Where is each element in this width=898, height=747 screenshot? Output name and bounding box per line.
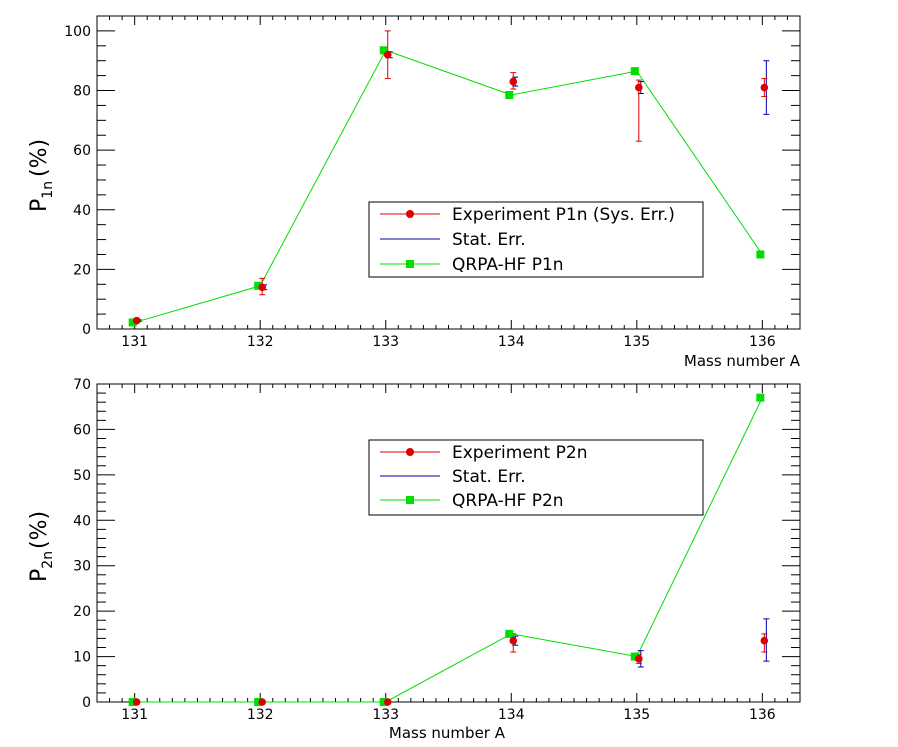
p2n-x-axis-title: Mass number A [389, 724, 506, 742]
p1n-qrpa-line [134, 49, 763, 323]
p1n-x-tick-label: 136 [749, 334, 776, 350]
p2n-y-tick-label: 30 [73, 559, 91, 575]
p1n-y-axis-title: P1n (%) [27, 139, 56, 212]
p1n-legend-exp-label: Experiment P1n (Sys. Err.) [452, 205, 675, 225]
p2n-x-tick-label: 131 [121, 707, 148, 723]
p2n-y-tick-label: 40 [73, 513, 91, 529]
p2n-y-axis-title-main: P [27, 569, 52, 582]
p1n-marks [128, 30, 770, 327]
p2n-plot-frame [96, 383, 801, 703]
p1n-experiment-point [383, 50, 392, 59]
p2n-experiment-point [509, 636, 518, 645]
p1n-qrpa-point [756, 250, 765, 259]
p1n-y-axis-title-main: P [27, 199, 52, 212]
p1n-x-tick-label: 133 [372, 334, 399, 350]
p1n-y-tick-label: 20 [73, 262, 91, 278]
p2n-y-tick-label: 70 [73, 377, 91, 393]
p1n-experiment-point [509, 77, 518, 86]
p2n-experiment-point [760, 636, 769, 645]
p2n-qrpa-point [756, 393, 765, 402]
p1n-ticks: 131 132 133 134 135 136 0 20 40 60 80 100 [64, 15, 801, 350]
p1n-y-axis-title-sub: 1n [40, 181, 56, 199]
p1n-x-tick-label: 131 [121, 334, 148, 350]
p2n-experiment-point [132, 698, 141, 706]
p1n-legend: Experiment P1n (Sys. Err.) Stat. Err. QR… [368, 201, 704, 278]
p2n-qrpa-point [128, 698, 137, 706]
p2n-legend-qrpa-marker [406, 496, 414, 504]
p2n-experiment-point [635, 655, 643, 663]
p1n-legend-qrpa-marker [406, 260, 414, 268]
p1n-x-tick-label: 134 [498, 334, 525, 350]
p1n-y-tick-label: 40 [73, 203, 91, 219]
p2n-x-tick-label: 134 [498, 707, 525, 723]
p2n-qrpa-line [134, 397, 763, 703]
p2n-qrpa-point [379, 698, 388, 706]
p2n-y-tick-label: 0 [82, 695, 91, 711]
p2n-x-axis-title-text: Mass number A [389, 724, 506, 742]
p1n-panel: 131 132 133 134 135 136 0 20 40 60 80 100 Mass numb… [27, 15, 801, 370]
p2n-y-axis-title-sub: 2n [40, 551, 56, 569]
p2n-legend-exp-label: Experiment P2n [452, 443, 587, 463]
p1n-qrpa-point [630, 67, 639, 76]
p2n-legend-stat-label: Stat. Err. [452, 467, 526, 487]
p1n-legend-exp-marker [406, 210, 414, 218]
p1n-legend-qrpa-label: QRPA-HF P1n [452, 255, 564, 275]
p2n-y-axis-title: P2n (%) [27, 511, 56, 582]
p1n-x-tick-label: 132 [247, 334, 274, 350]
p2n-legend: Experiment P2n Stat. Err. QRPA-HF P2n [368, 439, 704, 516]
p1n-y-tick-label: 80 [73, 84, 91, 100]
p2n-x-tick-label: 132 [247, 707, 274, 723]
p2n-y-tick-label: 20 [73, 604, 91, 620]
p2n-y-axis-title-unit: (%) [27, 511, 52, 549]
p2n-qrpa-point [630, 652, 639, 661]
p1n-y-tick-label: 0 [82, 322, 91, 338]
p2n-y-tick-label: 60 [73, 422, 91, 438]
p1n-x-axis-title-text: Mass number A [684, 352, 801, 370]
p2n-qrpa-point [254, 698, 263, 706]
p2n-ticks: 131 132 133 134 135 136 0 10 20 30 40 50 60 70 [73, 377, 801, 723]
p1n-y-tick-label: 60 [73, 143, 91, 159]
p1n-y-axis-title-unit: (%) [27, 139, 52, 177]
p1n-experiment-point [635, 83, 643, 92]
p1n-qrpa-point [505, 90, 514, 99]
p2n-qrpa-point [505, 629, 514, 638]
p2n-y-tick-label: 50 [73, 468, 91, 484]
p2n-experiment-point [383, 698, 392, 706]
p2n-x-tick-label: 136 [749, 707, 776, 723]
p2n-legend-exp-marker [406, 448, 414, 456]
p1n-plot-frame [96, 15, 801, 330]
p1n-experiment-point [132, 316, 141, 325]
p1n-experiment-point [258, 283, 266, 292]
p1n-legend-stat-label: Stat. Err. [452, 230, 526, 250]
p2n-x-tick-label: 133 [372, 707, 399, 723]
p1n-qrpa-point [254, 281, 263, 290]
p1n-experiment-point [760, 83, 769, 92]
p1n-y-tick-label: 100 [64, 24, 91, 40]
p1n-x-axis-title: Mass number A [684, 352, 801, 370]
p2n-x-tick-label: 135 [623, 707, 650, 723]
p1n-qrpa-point [379, 46, 388, 55]
p2n-marks [128, 393, 770, 706]
p1n-qrpa-point [128, 318, 137, 327]
p2n-legend-qrpa-label: QRPA-HF P2n [452, 491, 564, 511]
p2n-experiment-point [258, 698, 266, 706]
p1n-x-tick-label: 135 [623, 334, 650, 350]
p2n-panel: 131 132 133 134 135 136 0 10 20 30 40 50 60 70 Mass n… [27, 377, 801, 742]
p2n-y-tick-label: 10 [73, 650, 91, 666]
